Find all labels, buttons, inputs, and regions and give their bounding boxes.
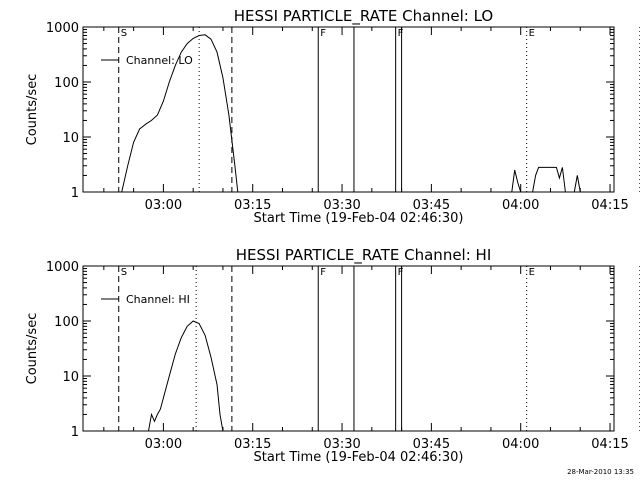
- y-tick-label: 1: [71, 425, 79, 440]
- x-tick-label: 03:15: [234, 198, 271, 213]
- x-axis-label: Start Time (19-Feb-04 02:46:30): [254, 450, 464, 465]
- plot-frame: [82, 26, 615, 193]
- y-tick-label: 10: [62, 370, 79, 385]
- event-marker-label: E: [529, 267, 535, 278]
- event-marker-label: F: [398, 267, 404, 278]
- y-tick-label: 100: [54, 315, 79, 330]
- series-line: [148, 320, 224, 432]
- x-tick-label: 03:00: [145, 198, 182, 213]
- x-tick-label: 03:15: [234, 437, 271, 452]
- y-axis-label: Counts/sec: [25, 313, 40, 385]
- timestamp: 28-Mar-2010 13:35: [567, 468, 634, 476]
- legend-label: Channel: LO: [126, 54, 193, 67]
- x-tick-label: 04:15: [591, 437, 628, 452]
- event-marker-label: F: [398, 28, 404, 39]
- series-line: [532, 166, 566, 193]
- chart-title: HESSI PARTICLE_RATE Channel: LO: [234, 7, 493, 26]
- y-axis-label: Counts/sec: [25, 74, 40, 146]
- x-tick-label: 03:30: [323, 198, 360, 213]
- y-tick-label: 1000: [46, 21, 79, 36]
- x-tick-label: 04:15: [591, 198, 628, 213]
- x-tick-label: 03:45: [413, 198, 450, 213]
- x-tick-label: 03:45: [413, 437, 450, 452]
- x-tick-label: 03:30: [323, 437, 360, 452]
- y-tick-label: 10: [62, 131, 79, 146]
- y-tick-label: 1: [71, 186, 79, 201]
- series-line: [573, 175, 581, 193]
- event-marker-label: E: [529, 28, 535, 39]
- x-tick-label: 03:00: [145, 437, 182, 452]
- event-marker-label: S: [121, 267, 127, 278]
- series-line: [121, 34, 239, 193]
- y-tick-label: 100: [54, 76, 79, 91]
- event-marker-label: S: [121, 28, 127, 39]
- x-axis-label: Start Time (19-Feb-04 02:46:30): [254, 211, 464, 226]
- plot-frame: [82, 265, 615, 432]
- x-tick-label: 04:00: [502, 437, 539, 452]
- series-line: [511, 169, 522, 193]
- y-tick-label: 1000: [46, 260, 79, 275]
- panel-hi: HESSI PARTICLE_RATE Channel: HI Counts/se…: [25, 246, 640, 465]
- legend-label: Channel: HI: [126, 293, 190, 306]
- x-tick-label: 04:00: [502, 198, 539, 213]
- event-marker-label: F: [320, 28, 326, 39]
- panel-lo: HESSI PARTICLE_RATE Channel: LO Counts/se…: [25, 7, 640, 226]
- event-marker-label: F: [320, 267, 326, 278]
- chart-title: HESSI PARTICLE_RATE Channel: HI: [236, 246, 492, 265]
